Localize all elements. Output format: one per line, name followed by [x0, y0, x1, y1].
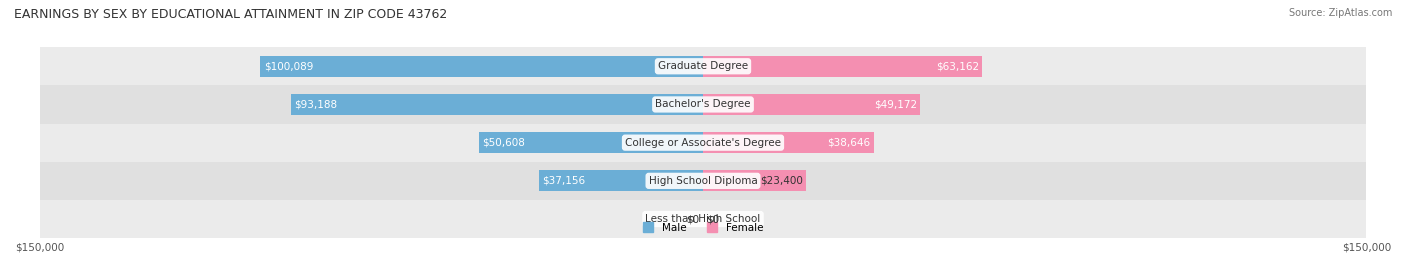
Bar	[39, 85, 1367, 124]
Bar	[703, 94, 921, 115]
Bar	[703, 56, 983, 77]
Text: $100,089: $100,089	[264, 61, 314, 71]
Bar	[479, 132, 703, 153]
Text: EARNINGS BY SEX BY EDUCATIONAL ATTAINMENT IN ZIP CODE 43762: EARNINGS BY SEX BY EDUCATIONAL ATTAINMEN…	[14, 8, 447, 21]
Text: Source: ZipAtlas.com: Source: ZipAtlas.com	[1288, 8, 1392, 18]
Text: $38,646: $38,646	[828, 138, 870, 148]
Bar	[39, 162, 1367, 200]
Bar	[39, 162, 1367, 200]
Bar	[39, 124, 1367, 162]
Bar	[39, 200, 1367, 238]
Bar	[39, 200, 1367, 238]
Text: High School Diploma: High School Diploma	[648, 176, 758, 186]
Text: $63,162: $63,162	[936, 61, 979, 71]
Bar	[39, 47, 1367, 85]
Text: Bachelor's Degree: Bachelor's Degree	[655, 99, 751, 109]
Text: Graduate Degree: Graduate Degree	[658, 61, 748, 71]
Text: $50,608: $50,608	[482, 138, 526, 148]
Bar	[39, 124, 1367, 162]
Bar	[703, 132, 875, 153]
Text: $37,156: $37,156	[541, 176, 585, 186]
Text: $49,172: $49,172	[875, 99, 917, 109]
Legend: Male, Female: Male, Female	[638, 218, 768, 237]
Bar	[703, 170, 807, 191]
Text: $23,400: $23,400	[761, 176, 803, 186]
Text: $0: $0	[686, 214, 700, 224]
Bar	[39, 85, 1367, 124]
Text: Less than High School: Less than High School	[645, 214, 761, 224]
Text: $0: $0	[706, 214, 720, 224]
Text: College or Associate's Degree: College or Associate's Degree	[626, 138, 780, 148]
Text: $93,188: $93,188	[294, 99, 337, 109]
Bar	[39, 47, 1367, 85]
Bar	[538, 170, 703, 191]
Bar	[291, 94, 703, 115]
Bar	[260, 56, 703, 77]
